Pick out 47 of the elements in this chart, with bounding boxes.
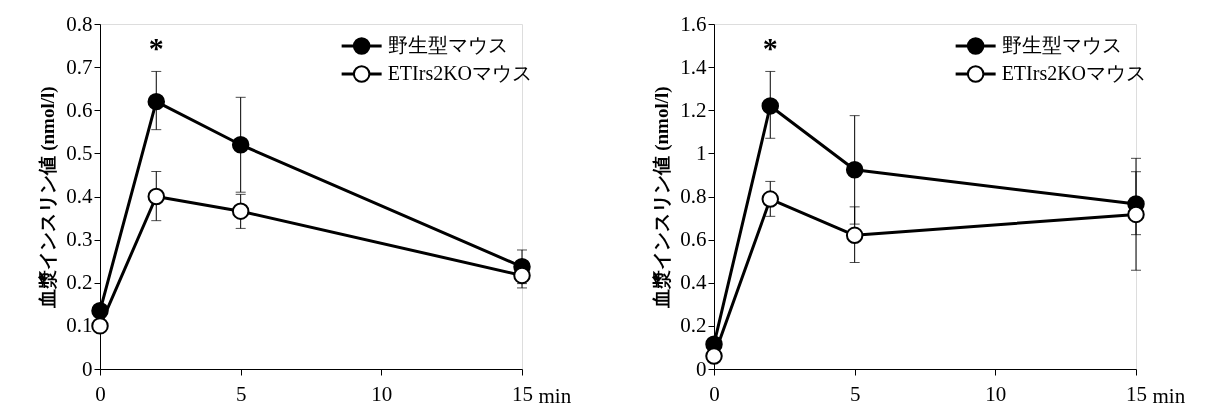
y-axis-title: 血漿インスリン値 (nmol/l) (37, 86, 60, 309)
point (845, 226, 864, 245)
y-tick-label: 0.6 (680, 227, 707, 252)
y-tick-label: 0.8 (66, 11, 93, 36)
point (1127, 205, 1145, 224)
point (91, 317, 109, 335)
y-tick-label: 0 (696, 356, 707, 381)
y-tick-label: 0.2 (680, 313, 707, 338)
y-tick-label: 1.6 (680, 11, 707, 36)
x-tick-label: 10 (985, 381, 1007, 406)
point (147, 92, 166, 111)
annotation: * (148, 31, 164, 65)
legend-label: 野生型マウス (1001, 34, 1122, 56)
legend-label: 野生型マウス (387, 34, 508, 56)
legend-label: ETIrs2KOマウス (387, 62, 533, 84)
x-tick-label: 15 (1126, 381, 1147, 406)
point (513, 266, 531, 285)
x-axis-title: min (538, 383, 572, 408)
point (231, 202, 250, 220)
point (705, 347, 723, 365)
y-axis-title: 血漿インスリン値 (nmol/l) (651, 86, 674, 309)
x-tick-label: 5 (849, 381, 861, 406)
y-tick-label: 0.3 (66, 227, 93, 252)
point (147, 187, 166, 206)
y-tick-label: 0.6 (66, 97, 93, 122)
y-tick-label: 0.4 (66, 184, 93, 208)
annotation: * (762, 31, 778, 65)
y-tick-label: 0.8 (680, 184, 707, 208)
y-tick-label: 0.4 (680, 270, 707, 295)
y-tick-label: 0.7 (66, 54, 93, 79)
y-tick-label: 1.2 (680, 97, 707, 122)
point (761, 190, 780, 208)
y-tick-label: 1.4 (680, 54, 707, 79)
point (91, 302, 109, 320)
x-tick-label: 10 (371, 381, 393, 406)
x-tick-label: 15 (512, 381, 533, 406)
point (761, 97, 780, 115)
y-tick-label: 1 (696, 140, 707, 165)
point (231, 136, 250, 154)
legend-label: ETIrs2KOマウス (1001, 62, 1147, 84)
y-tick-label: 0.1 (66, 313, 93, 338)
y-tick-label: 0 (82, 356, 93, 381)
x-tick-label: 5 (235, 381, 247, 406)
y-tick-label: 0.5 (66, 140, 93, 165)
x-axis-title: min (1152, 383, 1186, 408)
y-tick-label: 0.2 (66, 270, 93, 295)
point (845, 161, 864, 179)
